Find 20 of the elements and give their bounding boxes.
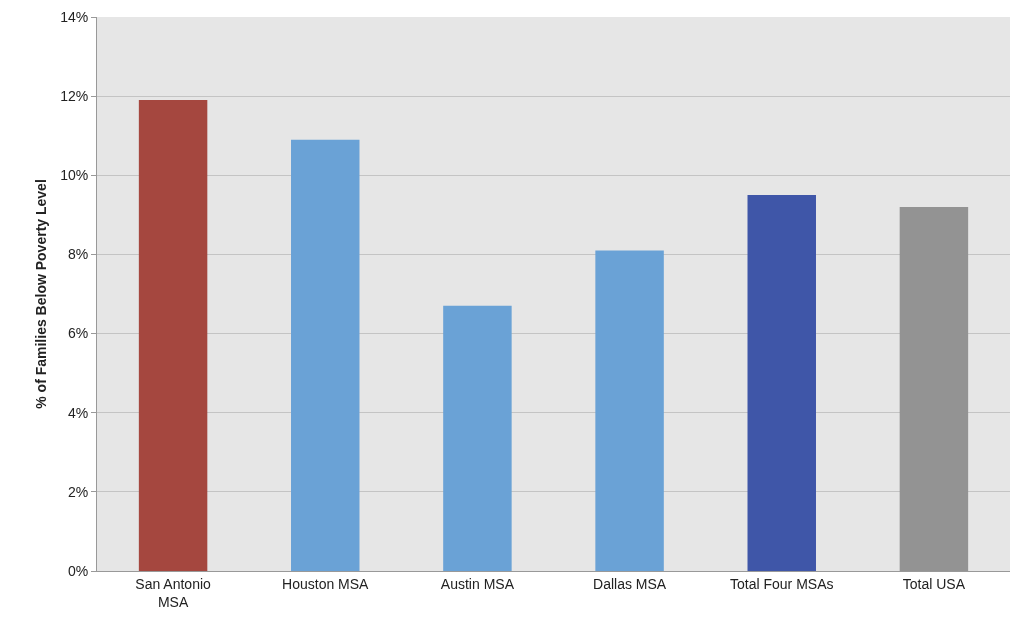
y-tick-label: 12% xyxy=(60,88,89,105)
bar xyxy=(747,195,816,571)
x-tick-label: Total USA xyxy=(902,575,966,592)
y-tick-label: 10% xyxy=(60,167,89,184)
x-tick-label: Total Four MSAs xyxy=(730,575,834,592)
bar xyxy=(138,100,208,571)
y-tick-label: 14% xyxy=(60,8,89,25)
y-tick-label: 8% xyxy=(67,246,89,263)
y-axis-title: % of Families Below Poverty Level xyxy=(32,179,49,409)
y-tick-label: 0% xyxy=(67,562,89,579)
bar xyxy=(443,305,512,571)
x-tick-label: Austin MSA xyxy=(440,575,515,592)
bar xyxy=(595,250,664,571)
y-tick-label: 6% xyxy=(67,325,89,342)
x-tick-label: Houston MSA xyxy=(282,575,370,592)
x-tick-label: Dallas MSA xyxy=(593,575,667,592)
y-tick-label: 4% xyxy=(67,404,89,421)
x-tick-label: San Antonio MSA xyxy=(135,575,212,610)
bar xyxy=(291,139,360,571)
y-tick-label: 2% xyxy=(67,483,89,500)
